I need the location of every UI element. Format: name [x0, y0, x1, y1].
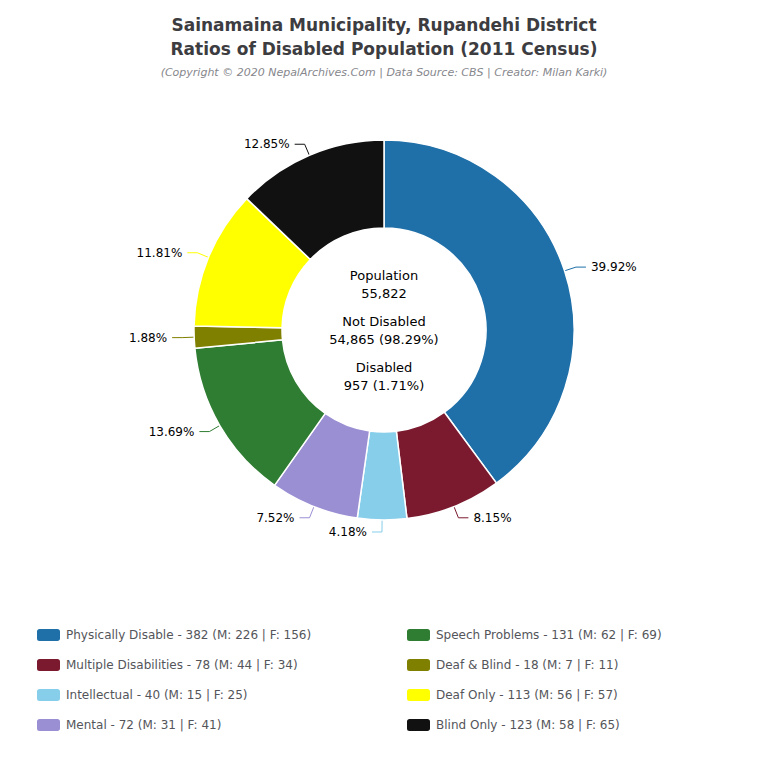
svg-text:Intellectual - 40 (M: 15 | F:: Intellectual - 40 (M: 15 | F: 25) — [66, 688, 248, 702]
svg-text:Ratios of Disabled Population: Ratios of Disabled Population (2011 Cens… — [171, 39, 598, 59]
svg-text:Blind Only - 123 (M: 58 | F: 6: Blind Only - 123 (M: 58 | F: 65) — [436, 718, 620, 732]
svg-text:957 (1.71%): 957 (1.71%) — [344, 378, 424, 393]
svg-text:Speech Problems - 131 (M: 62 |: Speech Problems - 131 (M: 62 | F: 69) — [436, 628, 662, 642]
svg-text:12.85%: 12.85% — [244, 137, 290, 151]
svg-text:Deaf & Blind - 18 (M: 7 | F: 1: Deaf & Blind - 18 (M: 7 | F: 11) — [436, 658, 618, 672]
svg-text:55,822: 55,822 — [361, 286, 407, 301]
svg-text:1.88%: 1.88% — [129, 331, 167, 345]
svg-text:Not Disabled: Not Disabled — [342, 314, 425, 329]
svg-text:(Copyright © 2020 NepalArchive: (Copyright © 2020 NepalArchives.Com | Da… — [161, 66, 608, 79]
svg-text:8.15%: 8.15% — [473, 511, 511, 525]
svg-text:7.52%: 7.52% — [256, 511, 294, 525]
svg-text:Multiple Disabilities - 78 (M:: Multiple Disabilities - 78 (M: 44 | F: 3… — [66, 658, 298, 672]
svg-text:4.18%: 4.18% — [329, 525, 367, 539]
svg-text:39.92%: 39.92% — [591, 260, 637, 274]
svg-text:Physically Disable - 382 (M: 2: Physically Disable - 382 (M: 226 | F: 15… — [66, 628, 311, 642]
svg-text:Deaf Only - 113 (M: 56 | F: 57: Deaf Only - 113 (M: 56 | F: 57) — [436, 688, 618, 702]
svg-text:Sainamaina Municipality, Rupan: Sainamaina Municipality, Rupandehi Distr… — [171, 15, 596, 35]
svg-text:Disabled: Disabled — [356, 360, 412, 375]
svg-text:13.69%: 13.69% — [149, 425, 195, 439]
svg-text:54,865 (98.29%): 54,865 (98.29%) — [329, 332, 438, 347]
svg-text:11.81%: 11.81% — [137, 246, 183, 260]
svg-text:Population: Population — [350, 268, 418, 283]
svg-text:Mental - 72 (M: 31 | F: 41): Mental - 72 (M: 31 | F: 41) — [66, 718, 221, 732]
